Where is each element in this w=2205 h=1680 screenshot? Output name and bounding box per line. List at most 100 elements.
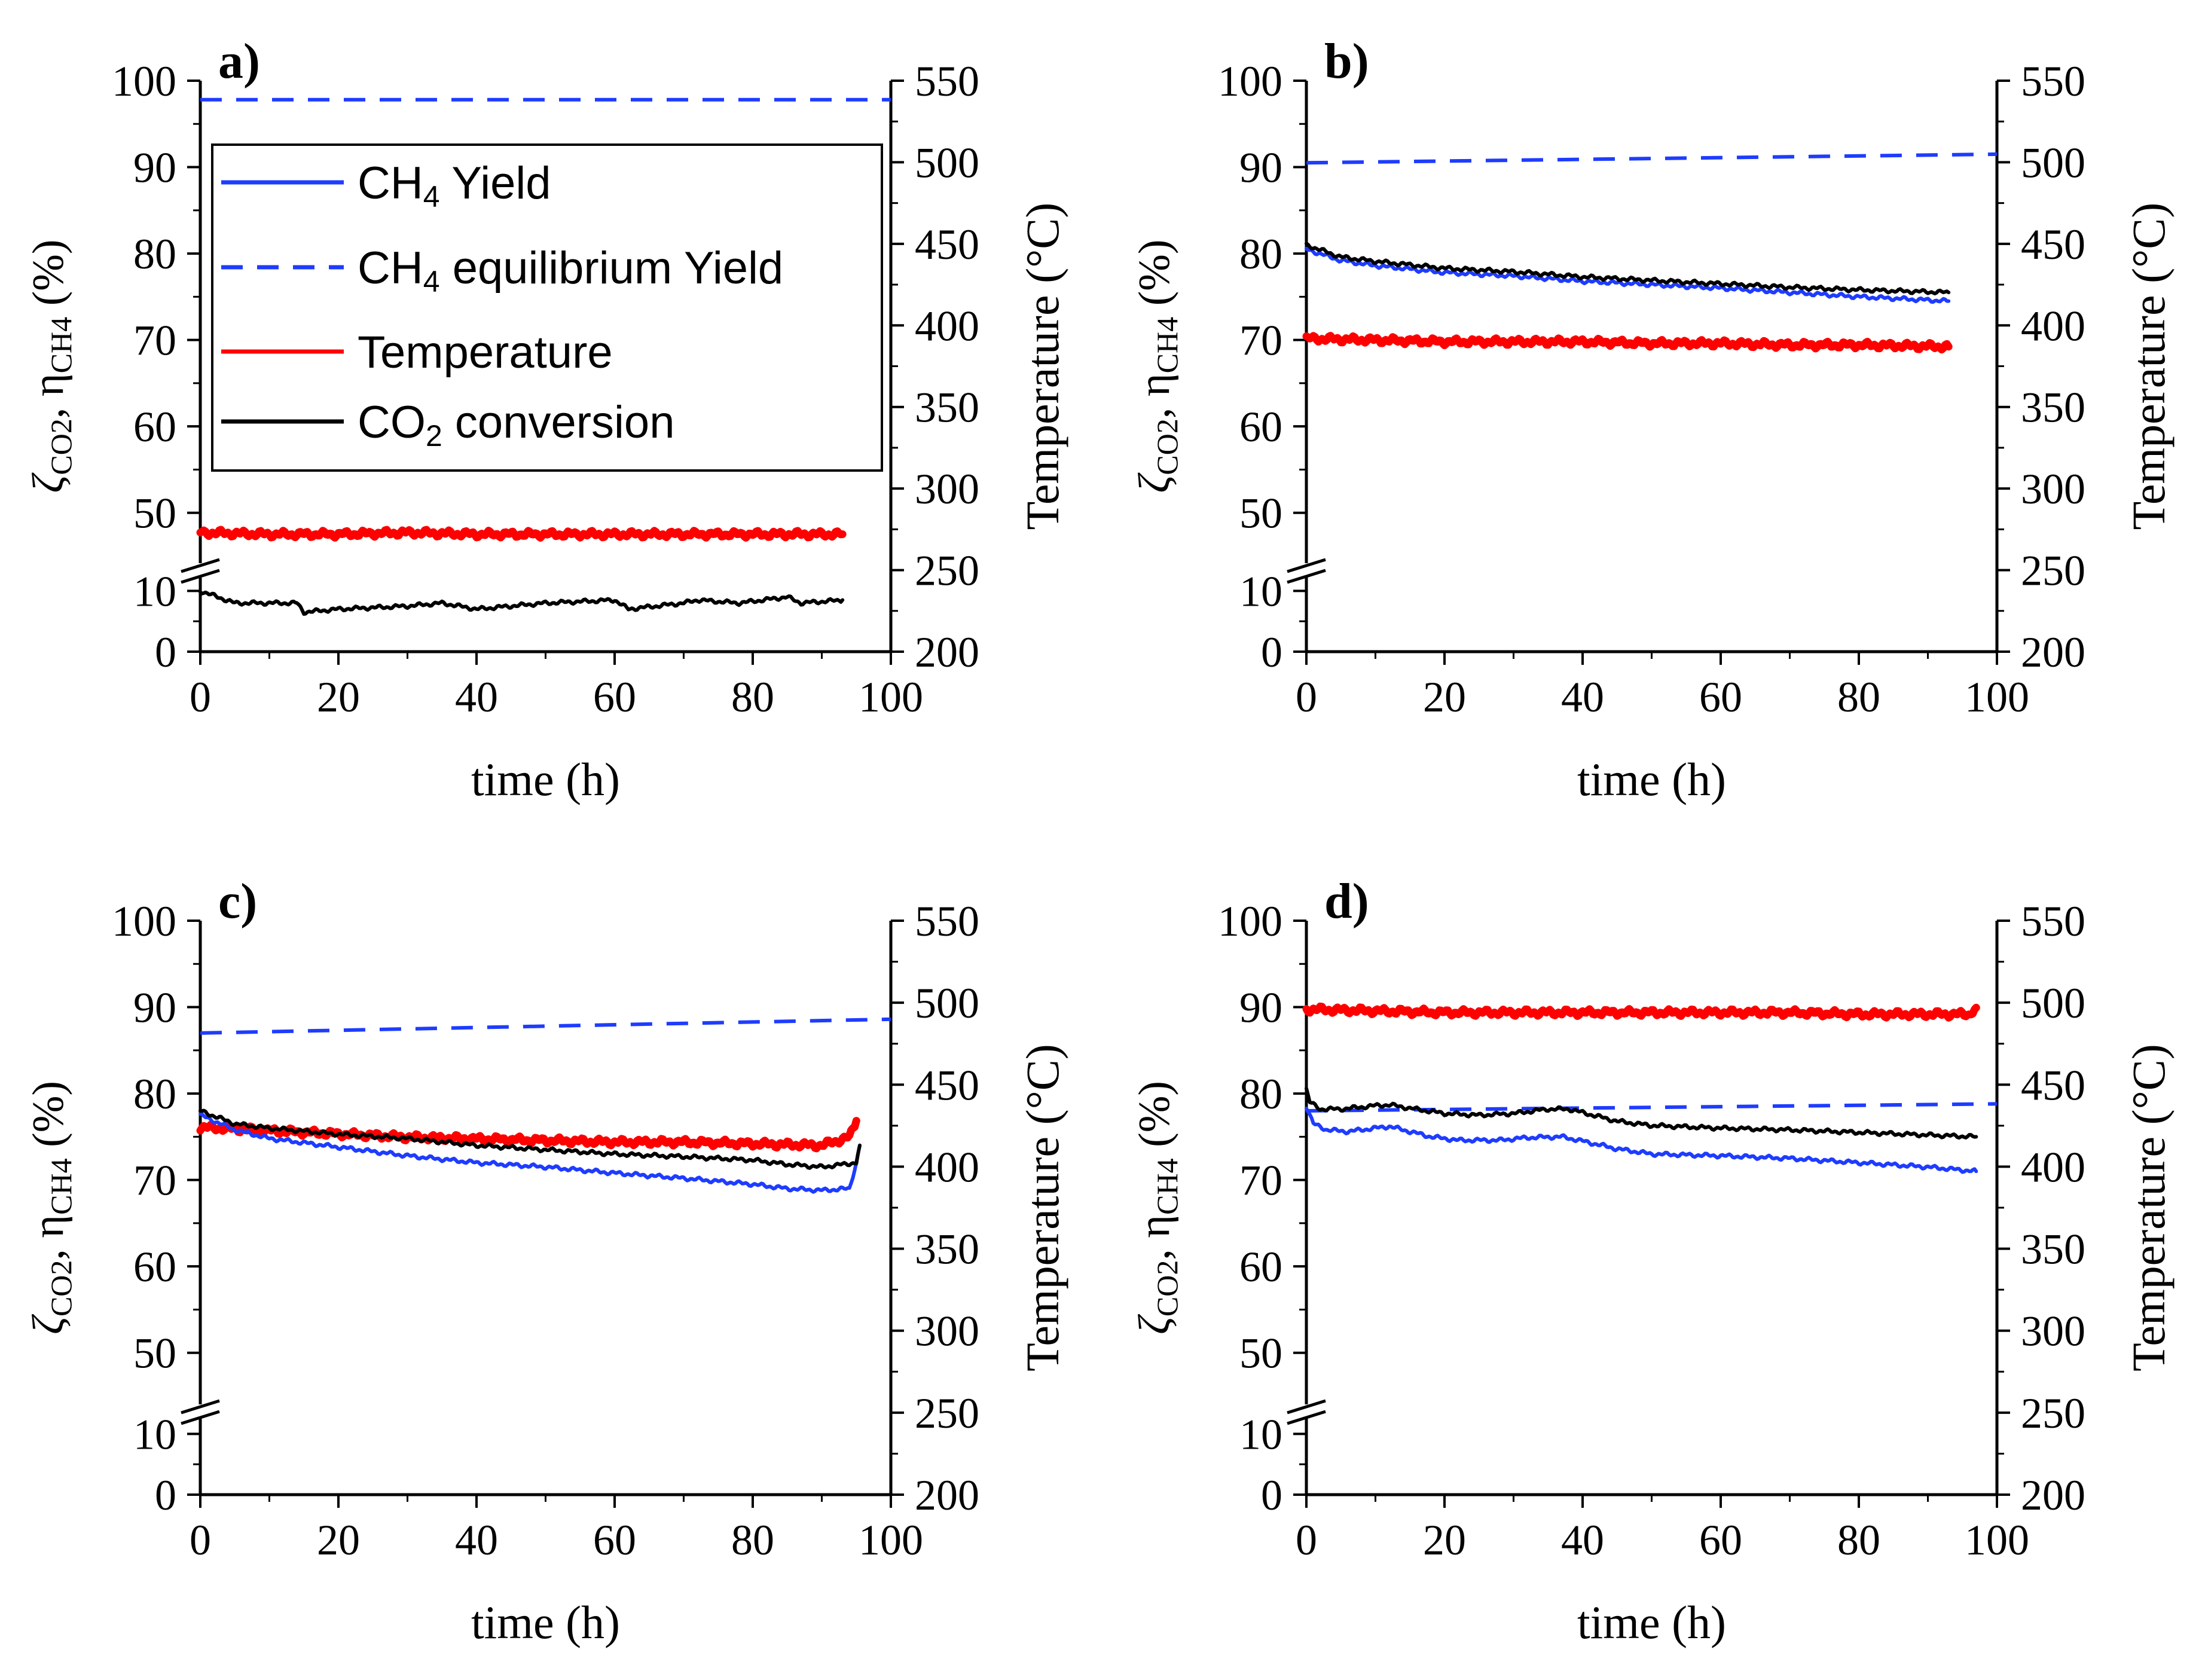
panel-d: 0 20 40 60 80 1000105060708090100200250300350…: [1130, 873, 2175, 1648]
panel-a-right-axis-title: Temperature (°C): [1016, 203, 1068, 530]
panel-c-series-co2-conversion: [198, 1108, 862, 1170]
panel-b-axis-break-mark: [1287, 558, 1326, 573]
panel-c-x-tick-label: 60: [593, 1516, 636, 1564]
panel-c-right-tick-label: 450: [915, 1061, 979, 1109]
panel-b-x-axis-title: time (h): [1577, 753, 1726, 805]
panel-b-left-tick-label: 60: [1239, 403, 1282, 451]
panel-d-x-tick-label: 100: [1965, 1516, 2029, 1564]
panel-d-axis-break-mark: [1287, 1410, 1326, 1425]
panel-c-right-tick-label: 300: [915, 1308, 979, 1355]
panel-d-x-tick-label: 0: [1296, 1516, 1317, 1564]
panel-d-x-tick-label: 60: [1699, 1516, 1742, 1564]
panel-b-right-axis-title: Temperature (°C): [2122, 203, 2175, 530]
panel-b-right-tick-label: 200: [2021, 628, 2085, 676]
panel-a-x-tick-label: 40: [455, 673, 498, 721]
panel-a-right-tick-label: 450: [915, 221, 979, 268]
panel-a-x-tick-label: 100: [859, 673, 923, 721]
panel-b-right-tick-label: 350: [2021, 384, 2085, 432]
panel-d-axis-break-mark: [1287, 1399, 1326, 1415]
panel-d-right-tick-label: 350: [2021, 1226, 2085, 1273]
panel-d-right-tick-label: 200: [2021, 1471, 2085, 1519]
panel-a-left-tick-label: 100: [112, 57, 176, 105]
panel-b-series-temperature: [1302, 332, 1953, 354]
panel-b-series-ch4-yield: [1305, 246, 1951, 304]
panel-c-left-tick-label: 100: [112, 897, 176, 945]
panel-a-left-tick-label: 60: [133, 403, 176, 451]
panel-b-left-tick-label: 0: [1261, 628, 1282, 676]
panel-b-right-tick-label: 250: [2021, 547, 2085, 595]
legend-label-temperature: Temperature: [358, 327, 613, 378]
panel-b-left-tick-label: 80: [1239, 230, 1282, 278]
panel-b-left-tick-label: 70: [1239, 317, 1282, 365]
panel-b: 0 20 40 60 80 1000105060708090100200250300350…: [1130, 33, 2175, 805]
panel-a-left-tick-label: 80: [133, 230, 176, 278]
panel-c-right-tick-label: 550: [915, 897, 979, 945]
panel-b-label: b): [1324, 33, 1369, 89]
panel-a-left-tick-label: 90: [133, 144, 176, 192]
panel-c-x-tick-label: 40: [455, 1516, 498, 1564]
panel-a-right-tick-label: 550: [915, 57, 979, 105]
panel-b-x-tick-label: 60: [1699, 673, 1742, 721]
panel-d-x-tick-label: 40: [1561, 1516, 1604, 1564]
panel-b-left-tick-label: 10: [1239, 567, 1282, 615]
panel-c-left-axis-title: ζCO2, ηCH4 (%): [24, 1081, 78, 1334]
panel-c-left-tick-label: 60: [133, 1243, 176, 1291]
legend-label-ch4-equilibrium: CH4 equilibrium Yield: [358, 243, 783, 298]
panel-c-right-tick-label: 250: [915, 1389, 979, 1437]
panel-d-series-temperature: [1302, 1002, 1980, 1022]
panel-a-right-tick-label: 400: [915, 302, 979, 350]
panel-c-series-ch4-yield: [198, 1112, 862, 1194]
panel-b-axis-break-mark: [1287, 569, 1326, 584]
panel-b-left-tick-label: 50: [1239, 490, 1282, 537]
panel-d-right-tick-label: 450: [2021, 1061, 2085, 1109]
panel-a-x-tick-label: 60: [593, 673, 636, 721]
panel-a-left-tick-label: 0: [155, 628, 176, 676]
panel-a-label: a): [218, 33, 260, 89]
panel-a-right-tick-label: 500: [915, 139, 979, 187]
panel-d-series-co2-conversion: [1305, 1086, 1978, 1140]
panel-d-left-tick-label: 100: [1218, 897, 1282, 945]
panel-b-series-co2-conversion: [1305, 242, 1951, 296]
panel-a-right-tick-label: 300: [915, 465, 979, 513]
panel-a-right-tick-label: 250: [915, 547, 979, 595]
panel-d-right-tick-label: 400: [2021, 1143, 2085, 1191]
panel-d-x-tick-label: 80: [1837, 1516, 1880, 1564]
panel-b-x-tick-label: 40: [1561, 673, 1604, 721]
panel-c-left-tick-label: 90: [133, 984, 176, 1032]
panel-c-axis-break-mark: [181, 1410, 220, 1425]
panel-a-left-tick-label: 50: [133, 490, 176, 537]
panel-c-right-tick-label: 350: [915, 1226, 979, 1273]
panel-b-x-tick-label: 100: [1965, 673, 2029, 721]
panel-d-right-axis-title: Temperature (°C): [2122, 1044, 2175, 1372]
panel-a-left-tick-label: 70: [133, 317, 176, 365]
panel-a-series-co2-conversion: [198, 590, 845, 616]
panel-d-right-tick-label: 550: [2021, 897, 2085, 945]
panel-c-left-tick-label: 70: [133, 1157, 176, 1205]
panel-b-x-tick-label: 0: [1296, 673, 1317, 721]
panel-b-x-tick-label: 20: [1423, 673, 1466, 721]
panel-c-left-tick-label: 0: [155, 1471, 176, 1519]
panel-c-right-tick-label: 500: [915, 979, 979, 1027]
panel-b-right-tick-label: 450: [2021, 221, 2085, 268]
panel-c-x-tick-label: 80: [731, 1516, 774, 1564]
panel-c-axis-break-mark: [181, 1399, 220, 1415]
panel-d-left-tick-label: 50: [1239, 1330, 1282, 1377]
legend: CH4 Yield CH4 equilibrium Yield Temperat…: [211, 143, 883, 472]
panel-d-left-tick-label: 10: [1239, 1410, 1282, 1458]
panel-d-left-tick-label: 90: [1239, 984, 1282, 1032]
panel-c-left-tick-label: 10: [133, 1410, 176, 1458]
panel-a-x-tick-label: 0: [190, 673, 211, 721]
panel-c-right-tick-label: 200: [915, 1471, 979, 1519]
panel-d-x-axis-title: time (h): [1577, 1596, 1726, 1648]
panel-c-x-axis-title: time (h): [471, 1596, 620, 1648]
panel-d-label: d): [1324, 873, 1369, 929]
panel-b-right-tick-label: 550: [2021, 57, 2085, 105]
panel-c-right-axis-title: Temperature (°C): [1016, 1044, 1068, 1372]
panel-d-left-tick-label: 0: [1261, 1471, 1282, 1519]
panel-d-right-tick-label: 250: [2021, 1389, 2085, 1437]
panel-a-axis-break-mark: [181, 569, 220, 584]
panel-a-left-axis-title: ζCO2, ηCH4 (%): [24, 239, 78, 493]
panel-c-x-tick-label: 100: [859, 1516, 923, 1564]
panel-b-right-tick-label: 400: [2021, 302, 2085, 350]
